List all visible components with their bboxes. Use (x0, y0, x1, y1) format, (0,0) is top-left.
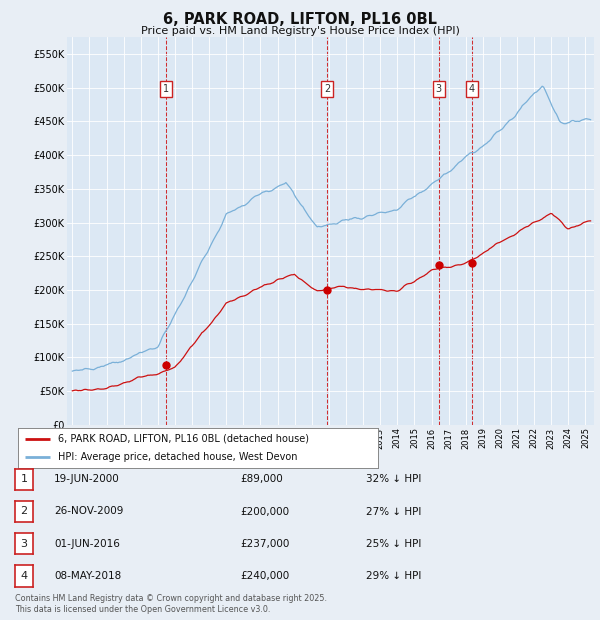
Text: £89,000: £89,000 (240, 474, 283, 484)
Text: 3: 3 (20, 539, 28, 549)
Text: Price paid vs. HM Land Registry's House Price Index (HPI): Price paid vs. HM Land Registry's House … (140, 26, 460, 36)
Text: £200,000: £200,000 (240, 507, 289, 516)
Text: HPI: Average price, detached house, West Devon: HPI: Average price, detached house, West… (58, 452, 297, 463)
Text: 32% ↓ HPI: 32% ↓ HPI (366, 474, 421, 484)
Text: 29% ↓ HPI: 29% ↓ HPI (366, 571, 421, 581)
Text: 01-JUN-2016: 01-JUN-2016 (54, 539, 120, 549)
Text: 26-NOV-2009: 26-NOV-2009 (54, 507, 124, 516)
Text: 1: 1 (20, 474, 28, 484)
Text: 6, PARK ROAD, LIFTON, PL16 0BL (detached house): 6, PARK ROAD, LIFTON, PL16 0BL (detached… (58, 433, 308, 444)
Text: 19-JUN-2000: 19-JUN-2000 (54, 474, 120, 484)
Text: 2: 2 (20, 507, 28, 516)
Text: £237,000: £237,000 (240, 539, 289, 549)
Text: £240,000: £240,000 (240, 571, 289, 581)
Text: 25% ↓ HPI: 25% ↓ HPI (366, 539, 421, 549)
Text: Contains HM Land Registry data © Crown copyright and database right 2025.
This d: Contains HM Land Registry data © Crown c… (15, 595, 327, 614)
Text: 1: 1 (163, 84, 169, 94)
Text: 27% ↓ HPI: 27% ↓ HPI (366, 507, 421, 516)
Text: 6, PARK ROAD, LIFTON, PL16 0BL: 6, PARK ROAD, LIFTON, PL16 0BL (163, 12, 437, 27)
Text: 2: 2 (324, 84, 331, 94)
Text: 4: 4 (469, 84, 475, 94)
Text: 4: 4 (20, 571, 28, 581)
Text: 3: 3 (436, 84, 442, 94)
Text: 08-MAY-2018: 08-MAY-2018 (54, 571, 121, 581)
